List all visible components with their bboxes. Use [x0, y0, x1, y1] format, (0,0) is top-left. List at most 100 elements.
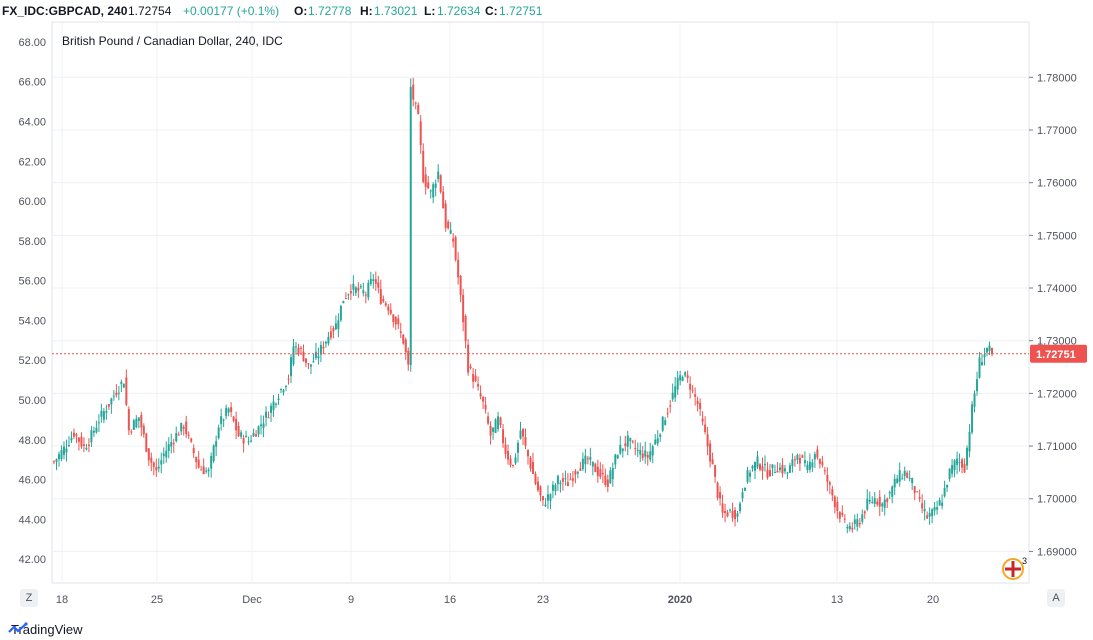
candle-body	[374, 279, 377, 284]
candle-body	[364, 294, 367, 296]
right-axis-tick: 1.69000	[1037, 546, 1077, 558]
last-price-box	[1030, 344, 1087, 363]
candle-body	[329, 331, 332, 338]
left-axis-tick: 60.00	[18, 196, 46, 208]
candle-body	[412, 84, 415, 100]
candle-body	[447, 221, 450, 229]
left-axis-tick: 64.00	[18, 116, 46, 128]
candle-body	[574, 471, 577, 475]
candle-body	[621, 448, 624, 452]
candle-body	[626, 435, 629, 447]
candle-body	[873, 498, 876, 504]
candle-body	[721, 503, 724, 513]
candle-body	[601, 472, 604, 475]
z-button[interactable]: Z	[20, 589, 38, 607]
candle-body	[524, 437, 527, 446]
candle-body	[806, 464, 809, 470]
candle-body	[309, 364, 312, 367]
left-axis-tick: 54.00	[18, 315, 46, 327]
candle-body	[566, 482, 569, 487]
candle-body	[469, 366, 472, 369]
candle-body	[180, 422, 183, 432]
candle-body	[424, 174, 427, 188]
candle-body	[913, 486, 916, 493]
candle-body	[454, 237, 457, 260]
candle-body	[926, 515, 929, 519]
candle-body	[422, 150, 425, 183]
candle-body	[841, 512, 844, 516]
candle-body	[649, 451, 652, 460]
candle-body	[556, 475, 559, 484]
candle-body	[609, 470, 612, 484]
candle-body	[322, 346, 325, 349]
candle-body	[706, 434, 709, 447]
candle-body	[442, 191, 445, 209]
candle-body	[257, 426, 260, 435]
candle-body	[220, 416, 223, 424]
candle-body	[85, 448, 88, 450]
candle-body	[519, 430, 522, 439]
candle-body	[339, 305, 342, 321]
candle-body	[397, 318, 400, 325]
candle-body	[142, 425, 145, 435]
auto-scale-button[interactable]: A	[1047, 589, 1065, 607]
left-axis-tick: 56.00	[18, 276, 46, 288]
candle-body	[943, 488, 946, 497]
candle-body	[739, 503, 742, 512]
candle-body	[963, 464, 966, 473]
candle-body	[619, 444, 622, 454]
event-count-badge: 3	[1022, 556, 1027, 566]
candle-body	[664, 420, 667, 425]
candle-body	[676, 377, 679, 390]
candle-body	[342, 300, 345, 304]
candle-body	[145, 433, 148, 452]
candle-body	[140, 415, 143, 428]
right-axis-tick: 1.75000	[1037, 230, 1077, 242]
candle-body	[918, 497, 921, 499]
symbol-label[interactable]: FX_IDC:GBPCAD, 240	[2, 4, 128, 18]
left-axis-tick: 66.00	[18, 77, 46, 89]
candle-body	[581, 458, 584, 469]
candle-body	[968, 431, 971, 452]
candle-body	[576, 472, 579, 474]
candle-body	[267, 417, 270, 419]
candle-body	[898, 470, 901, 482]
candle-body	[282, 390, 285, 393]
candle-body	[616, 455, 619, 459]
right-axis-tick: 1.70000	[1037, 494, 1077, 506]
candle-body	[195, 457, 198, 463]
candle-body	[614, 454, 617, 465]
candle-body	[991, 347, 993, 354]
candle-body	[55, 459, 58, 462]
tradingview-logo[interactable]: TradingView	[8, 622, 83, 637]
right-axis-tick: 1.76000	[1037, 178, 1077, 190]
left-axis-tick: 68.00	[18, 37, 46, 49]
candle-body	[758, 464, 761, 470]
candle-body	[756, 456, 759, 468]
tradingview-icon	[8, 622, 28, 633]
candle-body	[53, 461, 55, 463]
candle-body	[559, 482, 562, 485]
candle-body	[260, 424, 263, 427]
candle-body	[956, 458, 959, 465]
candle-body	[215, 441, 218, 447]
last-price: 1.72754	[128, 4, 172, 18]
candle-body	[736, 513, 739, 517]
candle-body	[604, 475, 607, 486]
candle-body	[606, 479, 609, 488]
x-axis-tick: 9	[348, 594, 354, 606]
candle-body	[132, 420, 135, 431]
candle-body	[584, 455, 587, 465]
candle-body	[299, 347, 302, 349]
candle-body	[749, 472, 752, 477]
candle-body	[107, 404, 110, 407]
candle-body	[349, 290, 352, 294]
candle-body	[122, 384, 125, 388]
price-change: +0.00177 (+0.1%)	[183, 4, 280, 18]
candle-body	[734, 509, 737, 520]
candle-body	[75, 434, 78, 436]
candle-body	[888, 492, 891, 494]
candle-body	[571, 478, 574, 481]
